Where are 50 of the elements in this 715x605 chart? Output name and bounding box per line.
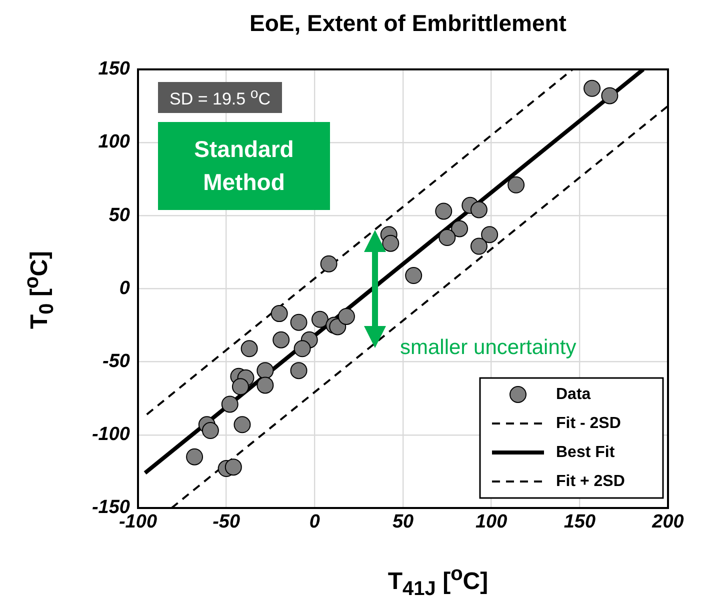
point xyxy=(290,314,308,331)
point xyxy=(256,362,274,380)
point xyxy=(202,422,219,440)
x-tick-label: 0 xyxy=(309,512,320,533)
point xyxy=(435,202,452,220)
point xyxy=(481,226,498,244)
legend-label: Best Fit xyxy=(556,444,616,461)
point xyxy=(438,229,456,246)
y-tick-label: 100 xyxy=(98,132,130,153)
y-tick-label: 150 xyxy=(98,58,130,80)
point xyxy=(470,201,488,218)
legend-label: Fit + 2SD xyxy=(556,472,625,490)
point xyxy=(584,80,601,97)
legend-label: Data xyxy=(556,386,591,403)
point xyxy=(272,331,290,348)
x-tick-label: 100 xyxy=(475,512,508,533)
point xyxy=(311,310,328,328)
y-tick-label: -50 xyxy=(102,351,130,372)
legend-label: Fit - 2SD xyxy=(556,414,621,432)
point xyxy=(240,340,258,358)
point xyxy=(294,340,311,358)
point xyxy=(601,87,618,104)
point xyxy=(232,378,249,396)
point xyxy=(256,376,274,394)
point xyxy=(338,308,355,325)
point xyxy=(329,318,346,336)
point xyxy=(508,176,525,194)
y-tick-label: -100 xyxy=(92,424,130,446)
chart-title: EoE, Extent of Embrittlement xyxy=(248,10,568,37)
point xyxy=(221,396,238,413)
point xyxy=(270,305,288,322)
x-tick-label: 200 xyxy=(651,512,684,533)
point xyxy=(451,220,468,238)
x-axis-title: T$_{41J}$ [$^{o}$C] xyxy=(386,563,490,601)
point xyxy=(405,267,422,284)
point xyxy=(224,458,242,476)
annotation: SD = 19.5 $^{o}$C xyxy=(170,86,270,110)
point xyxy=(382,234,400,252)
annotation: smaller uncertainty xyxy=(400,336,576,359)
point xyxy=(320,255,338,272)
point xyxy=(186,448,204,466)
point xyxy=(290,362,308,380)
x-tick-label: 150 xyxy=(564,512,596,533)
x-tick-label: 50 xyxy=(392,512,414,533)
y-tick-label: 50 xyxy=(108,204,130,226)
point xyxy=(234,416,251,434)
point xyxy=(470,238,488,255)
y-tick-label: 0 xyxy=(119,278,130,299)
x-tick-label: -50 xyxy=(212,512,240,533)
annotation: Standard Method xyxy=(193,134,295,197)
